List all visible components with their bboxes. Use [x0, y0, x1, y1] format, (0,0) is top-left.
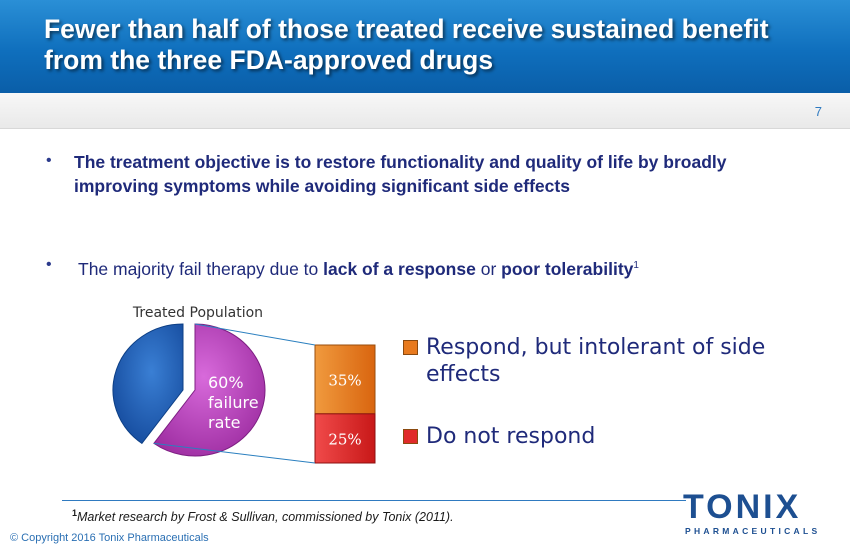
pie-label-failure: rate — [208, 413, 241, 432]
legend-item-intolerant: Respond, but intolerant of side effects — [403, 334, 796, 388]
footnote-text: Market research by Frost & Sullivan, com… — [77, 510, 454, 525]
chart-title: Treated Population — [132, 305, 263, 321]
legend-item-no-response: Do not respond — [403, 423, 595, 450]
bullet-1-text: The treatment objective is to restore fu… — [74, 152, 727, 196]
breakdown-bar-segment — [314, 413, 376, 464]
pie-slice-failure — [153, 323, 266, 457]
bullet-2-mid: or — [475, 258, 502, 279]
legend-swatch-orange — [403, 340, 418, 355]
footnote-marker: 1 — [72, 508, 78, 518]
connector-line-top — [194, 323, 316, 346]
tonix-logo: TONIX PHARMACEUTICALS — [683, 488, 833, 540]
bullet-2-prefix: The majority fail therapy due to — [78, 258, 324, 279]
bullet-2-footnote-ref: 1 — [633, 260, 639, 271]
breakdown-bar-label: 25% — [328, 430, 361, 448]
connector-line-bottom — [153, 442, 316, 464]
footnote: 1Market research by Frost & Sullivan, co… — [72, 508, 454, 524]
page-number: 7 — [814, 104, 822, 119]
pie-slice-benefit — [112, 323, 184, 445]
bullet-icon: • — [46, 256, 52, 273]
title-bar — [0, 0, 850, 93]
slide-title: Fewer than half of those treated receive… — [44, 14, 769, 75]
legend-label-intolerant: Respond, but intolerant of side effects — [426, 335, 766, 387]
bullet-icon: • — [46, 152, 52, 169]
bullet-2-bold-response: lack of a response — [323, 258, 476, 279]
pie-label-failure: failure — [208, 393, 259, 412]
header-band — [0, 93, 850, 129]
breakdown-bar-segment — [314, 344, 376, 415]
logo-word: TONIX — [683, 488, 802, 526]
logo-sub: PHARMACEUTICALS — [685, 526, 821, 536]
bullet-2-bold-tolerability: poor tolerability — [501, 258, 634, 279]
legend-swatch-red — [403, 429, 418, 444]
footnote-divider — [62, 500, 686, 501]
bullet-2-text: The majority fail therapy due to lack of… — [78, 254, 818, 281]
pie-label-failure: 60% — [208, 373, 244, 392]
copyright: © Copyright 2016 Tonix Pharmaceuticals — [10, 532, 209, 544]
breakdown-bar-label: 35% — [328, 371, 361, 389]
legend-label-no-response: Do not respond — [426, 424, 596, 449]
